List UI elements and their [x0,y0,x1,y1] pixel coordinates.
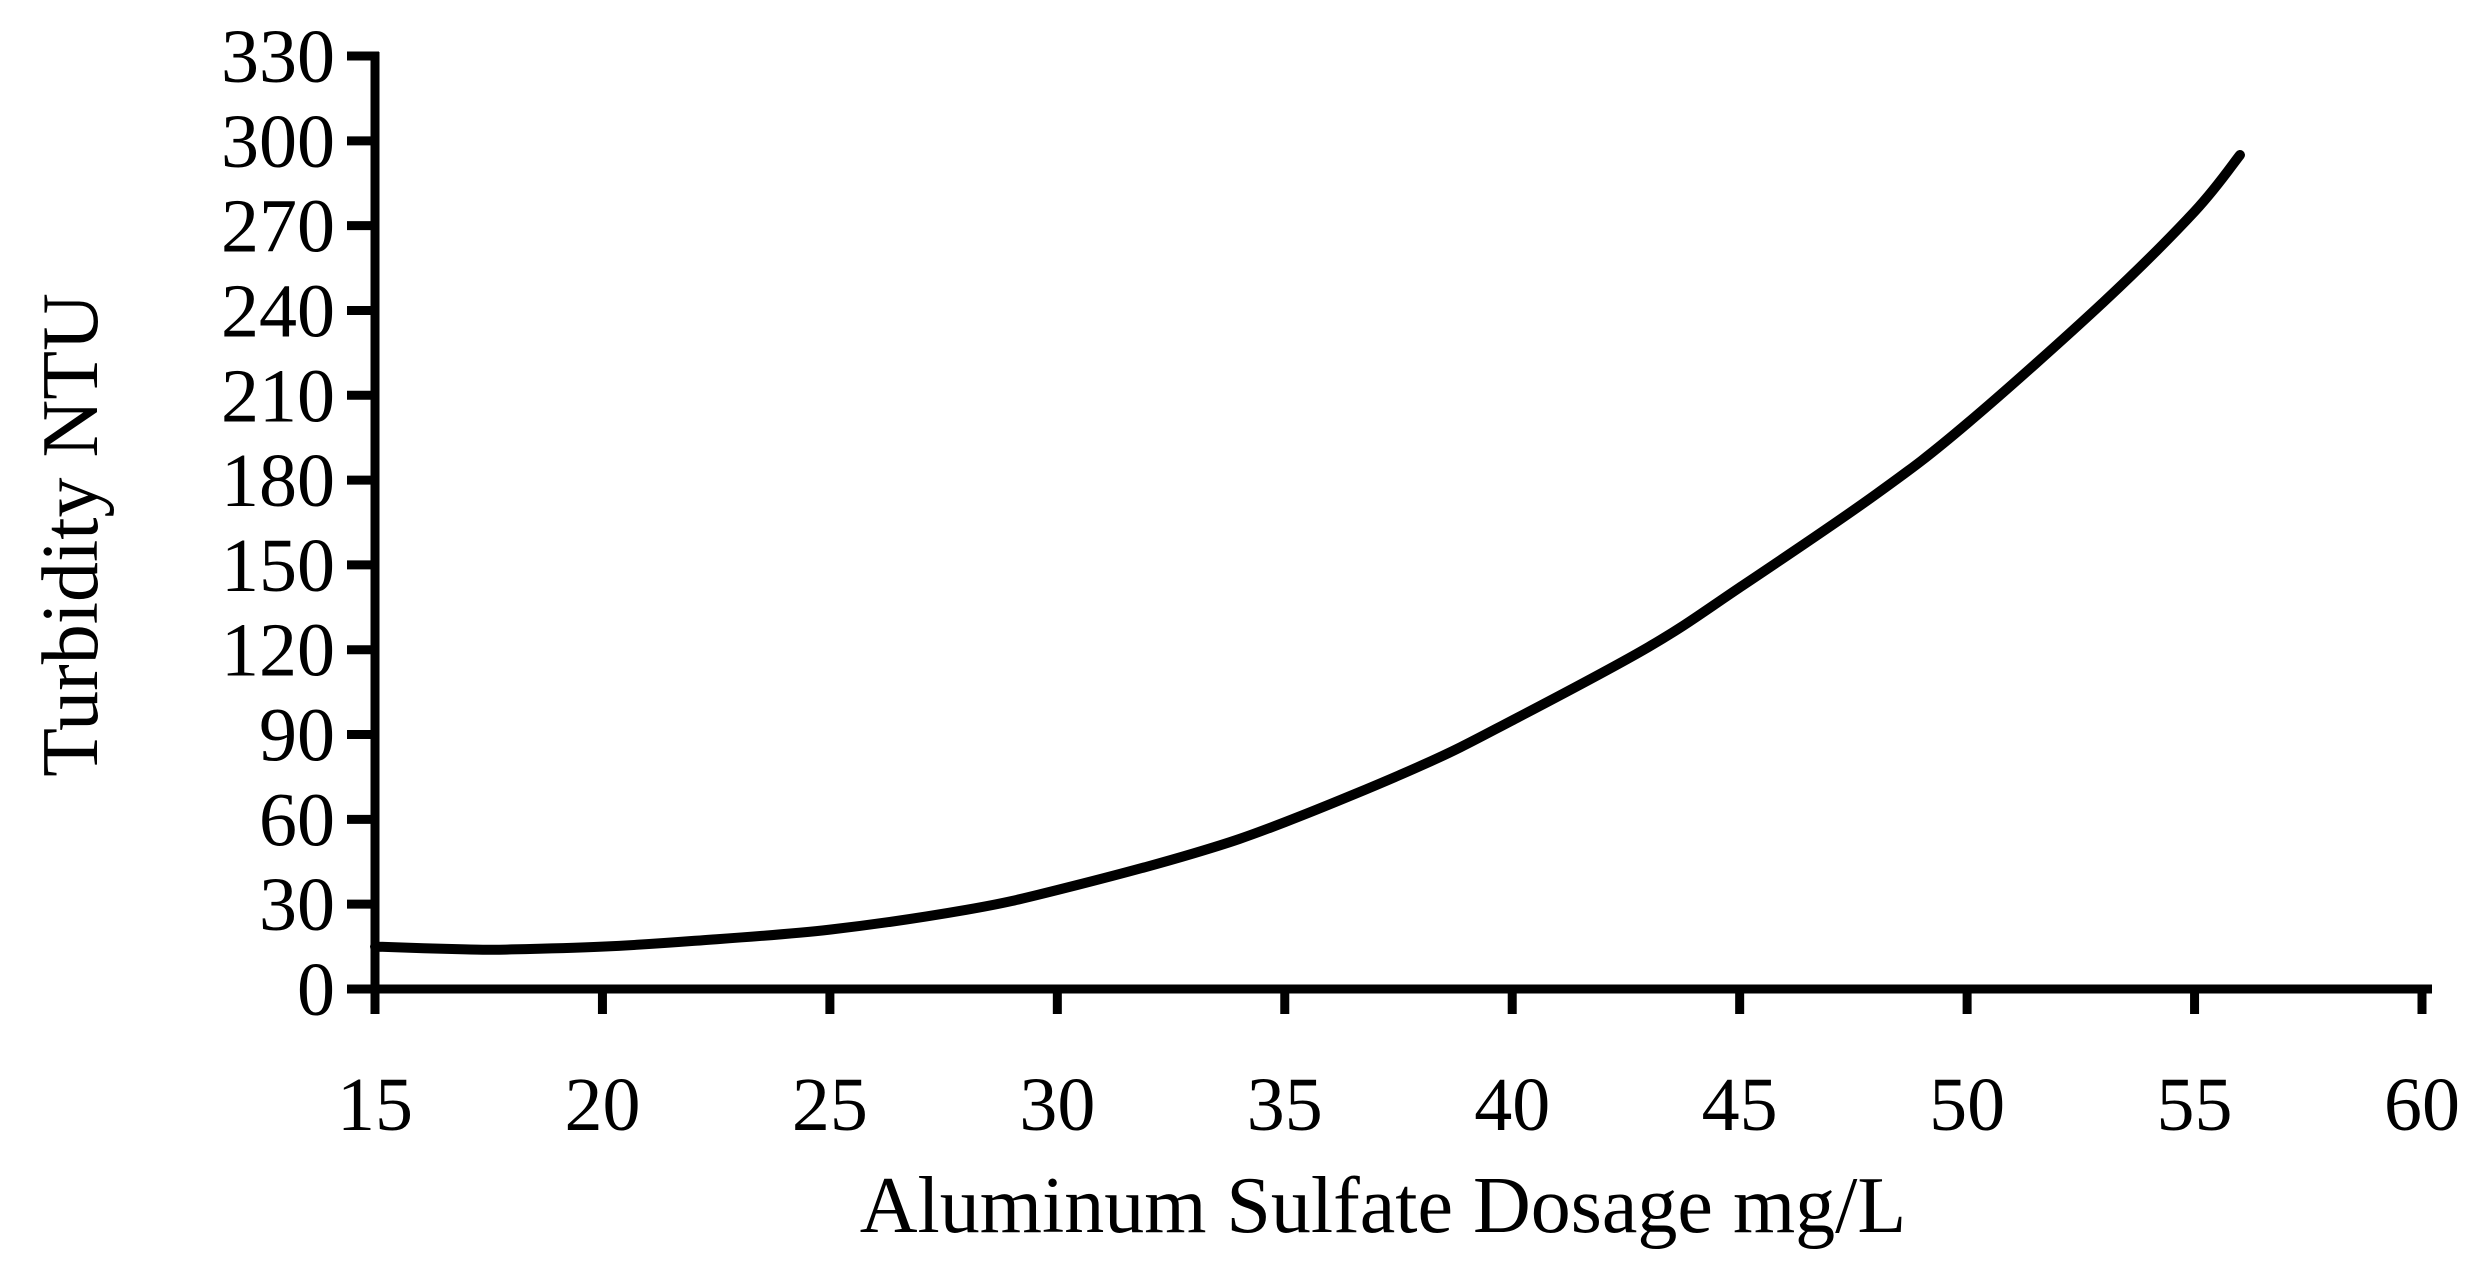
series-group [370,150,2245,955]
y-tick-label: 60 [259,778,335,862]
y-tick-label: 330 [221,15,335,99]
x-tick-label: 30 [1019,1063,1095,1147]
y-tick-label: 0 [297,948,335,1032]
series-line [370,150,2245,955]
y-tick-label: 210 [221,354,335,438]
y-tick-label: 240 [221,269,335,353]
axes [370,52,2432,994]
y-tick-label: 90 [259,694,335,778]
x-tick-label: 20 [564,1063,640,1147]
x-tick-label: 45 [1702,1063,1778,1147]
x-tick-label: 40 [1474,1063,1550,1147]
y-tick-label: 30 [259,863,335,947]
x-tick-label: 55 [2157,1063,2233,1147]
x-tick-label: 50 [1929,1063,2005,1147]
y-tick-label: 270 [221,185,335,269]
x-ticks: 15 20 25 30 35 40 45 50 55 60 [337,985,2460,1147]
y-tick-label: 150 [221,524,335,608]
y-tick-label: 180 [221,439,335,523]
y-tick-label: 120 [221,609,335,693]
x-tick-label: 15 [337,1063,413,1147]
x-tick-label: 35 [1247,1063,1323,1147]
y-tick-label: 300 [221,100,335,184]
x-tick-label: 60 [2384,1063,2460,1147]
x-axis-title: Aluminum Sulfate Dosage mg/L [860,1162,1907,1250]
x-tick-label: 25 [792,1063,868,1147]
y-axis-title: Turbidity NTU [27,293,115,777]
